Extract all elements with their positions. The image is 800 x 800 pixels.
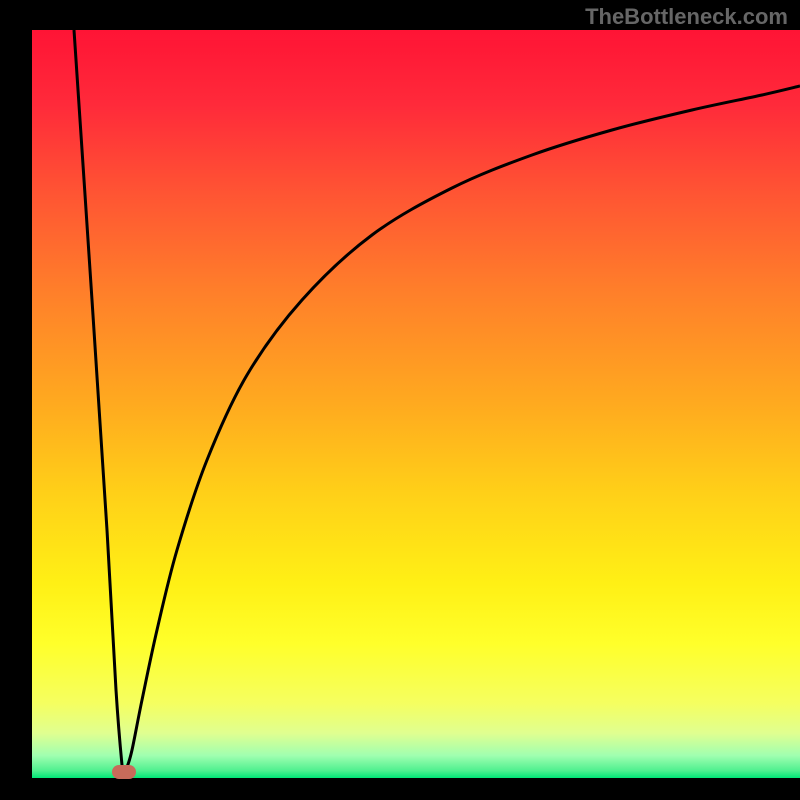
bottleneck-chart — [0, 0, 800, 800]
optimal-point-marker — [112, 765, 136, 779]
plot-background — [32, 30, 800, 778]
watermark-text: TheBottleneck.com — [585, 4, 788, 30]
chart-container: TheBottleneck.com — [0, 0, 800, 800]
